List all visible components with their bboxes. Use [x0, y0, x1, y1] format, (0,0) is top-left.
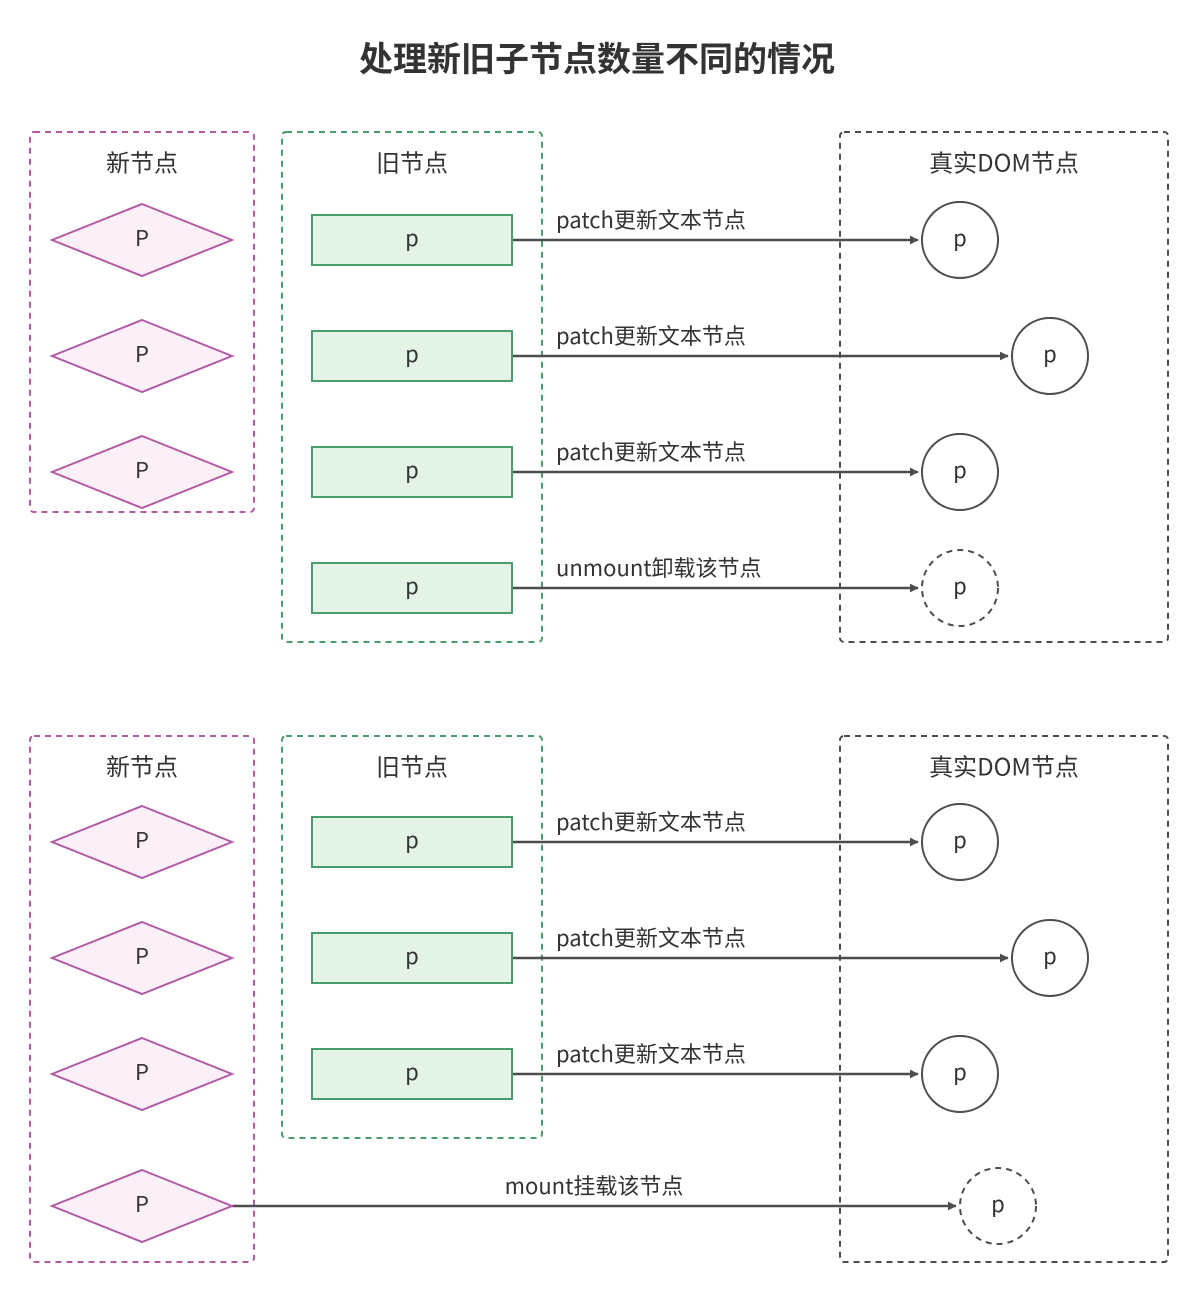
- arrow-label: patch更新文本节点: [556, 1037, 746, 1069]
- old-node-label: p: [405, 823, 419, 855]
- arrow-label: patch更新文本节点: [556, 203, 746, 235]
- new-node-label: P: [135, 1187, 149, 1219]
- dom-node-label: p: [953, 453, 967, 485]
- dom-column-heading: 真实DOM节点: [929, 748, 1079, 783]
- dom-column-heading: 真实DOM节点: [929, 144, 1079, 179]
- arrow-label: patch更新文本节点: [556, 921, 746, 953]
- arrow-label: patch更新文本节点: [556, 319, 746, 351]
- new-column-heading: 新节点: [106, 144, 178, 179]
- diagram-title: 处理新旧子节点数量不同的情况: [359, 32, 835, 81]
- dom-node-label: p: [953, 823, 967, 855]
- old-node-label: p: [405, 939, 419, 971]
- new-node-label: P: [135, 823, 149, 855]
- arrow-label: mount挂载该节点: [505, 1169, 684, 1201]
- dom-node-label: p: [953, 1055, 967, 1087]
- new-node-label: P: [135, 1055, 149, 1087]
- arrow-label: patch更新文本节点: [556, 435, 746, 467]
- new-node-label: P: [135, 453, 149, 485]
- new-node-label: P: [135, 221, 149, 253]
- new-node-label: P: [135, 939, 149, 971]
- arrow-label: patch更新文本节点: [556, 805, 746, 837]
- old-node-label: p: [405, 569, 419, 601]
- dom-node-label: p: [1043, 337, 1057, 369]
- new-column-heading: 新节点: [106, 748, 178, 783]
- dom-node-label: p: [953, 569, 967, 601]
- diagram-canvas: 处理新旧子节点数量不同的情况新节点旧节点真实DOM节点patch更新文本节点pa…: [0, 0, 1194, 1294]
- old-node-label: p: [405, 453, 419, 485]
- dom-node-label: p: [1043, 939, 1057, 971]
- new-node-label: P: [135, 337, 149, 369]
- arrow-label: unmount卸载该节点: [556, 551, 762, 583]
- old-node-label: p: [405, 337, 419, 369]
- dom-node-label: p: [991, 1187, 1005, 1219]
- old-node-label: p: [405, 221, 419, 253]
- old-column-heading: 旧节点: [376, 144, 448, 179]
- old-node-label: p: [405, 1055, 419, 1087]
- dom-node-label: p: [953, 221, 967, 253]
- dom-nodes-group: [840, 132, 1168, 642]
- old-column-heading: 旧节点: [376, 748, 448, 783]
